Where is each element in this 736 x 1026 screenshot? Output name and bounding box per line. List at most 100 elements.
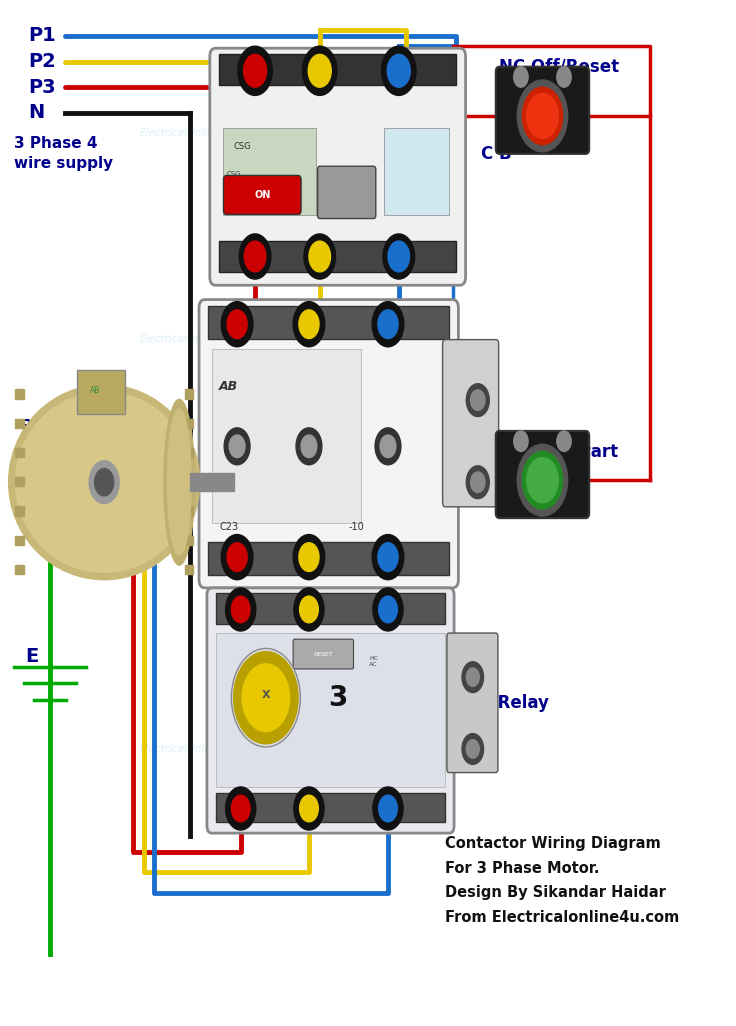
Text: ElectricalOnline4u.com: ElectricalOnline4u.com [213, 128, 333, 139]
Bar [208, 306, 449, 339]
Circle shape [462, 734, 484, 764]
Text: ElectricalOnline4u.com: ElectricalOnline4u.com [213, 333, 333, 344]
Circle shape [244, 54, 266, 87]
Bar [77, 370, 124, 413]
Circle shape [233, 652, 298, 744]
FancyBboxPatch shape [210, 48, 466, 285]
FancyBboxPatch shape [207, 588, 454, 833]
Circle shape [378, 310, 398, 339]
Circle shape [527, 458, 559, 503]
Text: 3 Phase Motor: 3 Phase Motor [21, 419, 145, 434]
Circle shape [375, 428, 401, 465]
Circle shape [557, 67, 571, 87]
Circle shape [378, 596, 397, 623]
Bar [185, 506, 193, 515]
Circle shape [373, 588, 403, 631]
Circle shape [373, 787, 403, 830]
Bar [185, 419, 193, 428]
Circle shape [380, 435, 396, 458]
Bar [208, 542, 449, 575]
Text: AB: AB [91, 386, 101, 395]
Bar [15, 447, 24, 458]
Circle shape [242, 664, 289, 732]
Circle shape [229, 435, 245, 458]
Text: P2: P2 [29, 52, 57, 71]
Circle shape [309, 241, 330, 272]
Bar [216, 593, 445, 624]
Circle shape [293, 535, 325, 580]
Circle shape [304, 234, 336, 279]
Bar [185, 389, 193, 399]
Text: NC Off/Reset: NC Off/Reset [499, 57, 620, 76]
Bar [185, 477, 193, 486]
Ellipse shape [164, 399, 194, 565]
Bar [216, 633, 445, 787]
Circle shape [300, 596, 318, 623]
Bar [219, 241, 456, 272]
Bar [219, 54, 456, 85]
Bar [15, 477, 24, 486]
Circle shape [383, 234, 414, 279]
Circle shape [227, 543, 247, 571]
Text: 3 Phase 4: 3 Phase 4 [15, 135, 98, 151]
Text: E: E [25, 646, 38, 666]
Circle shape [222, 535, 253, 580]
Bar [216, 793, 445, 822]
Bar [15, 506, 24, 515]
FancyBboxPatch shape [293, 639, 353, 669]
Circle shape [231, 795, 250, 822]
Bar [212, 349, 361, 523]
Bar [15, 536, 24, 545]
Text: Contactor Wiring Diagram
For 3 Phase Motor.
Design By Sikandar Haidar
From Elect: Contactor Wiring Diagram For 3 Phase Mot… [445, 836, 680, 925]
Text: NO  On/Start: NO On/Start [499, 442, 618, 461]
Text: C23: C23 [219, 522, 238, 532]
Circle shape [467, 740, 479, 758]
Circle shape [226, 588, 256, 631]
Circle shape [372, 302, 404, 347]
Circle shape [244, 241, 266, 272]
Circle shape [462, 662, 484, 693]
Text: 3: 3 [328, 683, 347, 712]
Circle shape [293, 302, 325, 347]
Circle shape [467, 384, 489, 417]
Circle shape [378, 795, 397, 822]
Bar [15, 389, 24, 399]
Text: ElectricalOnline4u.com: ElectricalOnline4u.com [213, 539, 333, 549]
Text: HC
AC: HC AC [369, 657, 378, 667]
Circle shape [467, 466, 489, 499]
Circle shape [470, 390, 485, 410]
Circle shape [514, 431, 528, 451]
Circle shape [300, 795, 318, 822]
Text: -10: -10 [348, 522, 364, 532]
Circle shape [378, 543, 398, 571]
Ellipse shape [9, 385, 199, 580]
Bar [185, 447, 193, 458]
Text: AB: AB [219, 380, 238, 393]
Bar [189, 473, 234, 491]
Text: wire supply: wire supply [15, 156, 113, 171]
Circle shape [238, 46, 272, 95]
FancyBboxPatch shape [442, 340, 499, 507]
Circle shape [470, 472, 485, 492]
FancyBboxPatch shape [447, 633, 498, 773]
Circle shape [381, 46, 416, 95]
Circle shape [226, 787, 256, 830]
Circle shape [308, 54, 331, 87]
Circle shape [227, 310, 247, 339]
FancyBboxPatch shape [496, 67, 590, 154]
Circle shape [239, 234, 271, 279]
Bar [15, 564, 24, 575]
Circle shape [387, 54, 410, 87]
Text: ElectricalOnline4u.com: ElectricalOnline4u.com [213, 744, 333, 754]
Circle shape [301, 435, 317, 458]
Text: X: X [261, 689, 270, 700]
Text: RESET: RESET [314, 653, 333, 657]
Bar [223, 128, 316, 215]
Text: P3: P3 [29, 78, 57, 96]
Circle shape [224, 428, 250, 465]
Circle shape [231, 596, 250, 623]
Circle shape [517, 80, 567, 152]
Circle shape [296, 428, 322, 465]
Circle shape [222, 302, 253, 347]
Bar [185, 564, 193, 575]
